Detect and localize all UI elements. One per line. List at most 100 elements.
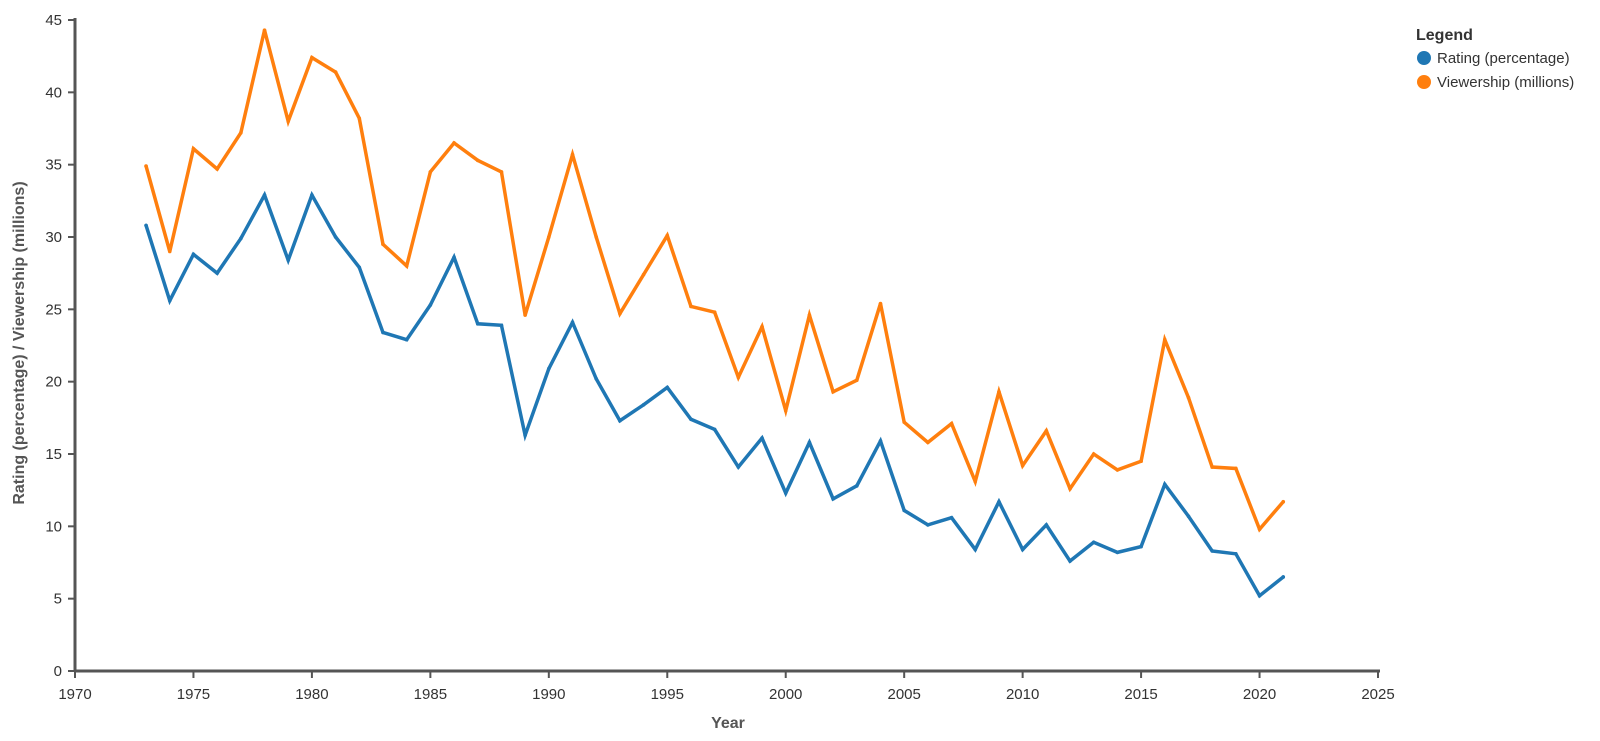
data-point-rating-percentage <box>570 320 575 325</box>
data-point-viewership-millions <box>855 378 859 383</box>
series-line-viewership-millions <box>144 29 1285 533</box>
data-point-rating-percentage <box>926 523 930 527</box>
data-point-viewership-millions <box>1234 466 1238 471</box>
data-point-rating-percentage <box>1234 552 1238 556</box>
x-tick-label: 1985 <box>414 686 447 703</box>
data-point-rating-percentage <box>1044 523 1049 527</box>
data-point-rating-percentage <box>878 439 883 443</box>
data-point-viewership-millions <box>1115 468 1120 472</box>
y-tick-label: 45 <box>45 12 62 29</box>
data-point-viewership-millions <box>736 375 741 380</box>
y-tick-label: 10 <box>45 518 62 535</box>
data-point-rating-percentage <box>665 385 670 390</box>
data-point-rating-percentage <box>760 436 764 440</box>
legend-label-rating: Rating (percentage) <box>1437 50 1570 67</box>
y-tick-label: 35 <box>45 157 62 174</box>
data-point-rating-percentage <box>1281 575 1286 579</box>
legend-marker-rating <box>1417 51 1431 65</box>
data-point-rating-percentage <box>855 484 859 488</box>
data-point-rating-percentage <box>381 330 385 335</box>
data-point-viewership-millions <box>475 158 480 163</box>
data-point-rating-percentage <box>191 252 196 257</box>
series-layer <box>144 28 1286 599</box>
legend-title: Legend <box>1416 27 1473 44</box>
data-point-rating-percentage <box>712 427 717 432</box>
data-point-rating-percentage <box>831 497 835 501</box>
data-point-rating-percentage <box>1115 550 1120 555</box>
y-tick-label: 0 <box>54 663 62 680</box>
data-point-rating-percentage <box>618 418 622 423</box>
data-point-viewership-millions <box>1257 527 1262 532</box>
data-point-rating-percentage <box>286 258 291 262</box>
data-point-rating-percentage <box>1139 544 1143 549</box>
data-point-viewership-millions <box>547 235 551 239</box>
data-point-viewership-millions <box>333 70 338 74</box>
data-point-viewership-millions <box>831 389 835 394</box>
data-point-viewership-millions <box>286 119 291 124</box>
data-point-viewership-millions <box>239 131 243 135</box>
data-point-viewership-millions <box>404 264 409 268</box>
x-tick-label: 2025 <box>1361 686 1394 703</box>
data-point-viewership-millions <box>499 170 504 174</box>
data-point-viewership-millions <box>665 233 670 238</box>
data-point-viewership-millions <box>167 249 172 254</box>
data-point-viewership-millions <box>783 408 788 413</box>
x-tick-label: 1970 <box>58 686 91 703</box>
data-point-rating-percentage <box>689 417 693 422</box>
data-point-rating-percentage <box>357 265 362 270</box>
y-axis-title: Rating (percentage) / Viewership (millio… <box>11 181 28 504</box>
data-point-viewership-millions <box>1068 486 1072 491</box>
axes: 1970 1975 1980 1985 1990 1995 2000 2005 2010 2015… <box>45 12 1394 703</box>
data-point-viewership-millions <box>1210 465 1214 469</box>
data-point-viewership-millions <box>310 55 314 60</box>
data-point-rating-percentage <box>523 433 527 437</box>
data-point-rating-percentage <box>428 303 433 307</box>
data-point-rating-percentage <box>1091 540 1096 545</box>
data-point-viewership-millions <box>144 164 148 168</box>
data-point-viewership-millions <box>428 170 433 174</box>
data-point-viewership-millions <box>902 420 906 424</box>
data-point-rating-percentage <box>949 515 954 520</box>
y-tick-label: 30 <box>45 229 62 246</box>
x-tick-label: 2020 <box>1243 686 1276 703</box>
x-tick-label: 2000 <box>769 686 802 703</box>
legend-marker-viewership <box>1417 75 1431 89</box>
data-point-viewership-millions <box>594 235 598 239</box>
data-point-viewership-millions <box>1162 337 1167 342</box>
data-point-viewership-millions <box>523 313 527 317</box>
data-point-rating-percentage <box>310 193 314 197</box>
y-tick-label: 20 <box>45 374 62 391</box>
data-point-viewership-millions <box>1139 459 1143 464</box>
x-tick-label: 1975 <box>177 686 210 703</box>
data-point-viewership-millions <box>807 313 812 317</box>
y-tick-label: 5 <box>54 591 62 608</box>
data-point-viewership-millions <box>997 389 1001 394</box>
data-point-viewership-millions <box>357 116 362 121</box>
data-point-rating-percentage <box>783 491 788 495</box>
y-tick-label: 40 <box>45 84 62 101</box>
data-point-viewership-millions <box>689 304 693 309</box>
data-point-rating-percentage <box>239 236 243 241</box>
data-point-viewership-millions <box>926 440 930 445</box>
data-point-viewership-millions <box>215 167 219 171</box>
data-point-viewership-millions <box>712 310 717 315</box>
legend-label-viewership: Viewership (millions) <box>1437 74 1574 91</box>
data-point-viewership-millions <box>1281 499 1286 504</box>
x-tick-label: 1980 <box>295 686 328 703</box>
data-point-viewership-millions <box>1044 429 1049 433</box>
data-point-rating-percentage <box>1210 549 1214 553</box>
y-tick-label: 25 <box>45 301 62 318</box>
data-point-viewership-millions <box>381 242 385 247</box>
data-point-viewership-millions <box>949 421 954 426</box>
data-point-rating-percentage <box>547 366 551 371</box>
data-point-rating-percentage <box>475 322 480 326</box>
y-tick-label: 15 <box>45 446 62 463</box>
data-point-viewership-millions <box>262 28 267 32</box>
data-point-rating-percentage <box>167 298 172 303</box>
data-point-viewership-millions <box>760 324 764 329</box>
data-point-rating-percentage <box>1257 593 1262 598</box>
data-point-rating-percentage <box>1162 482 1167 487</box>
data-point-rating-percentage <box>452 255 456 260</box>
data-point-viewership-millions <box>191 146 196 151</box>
